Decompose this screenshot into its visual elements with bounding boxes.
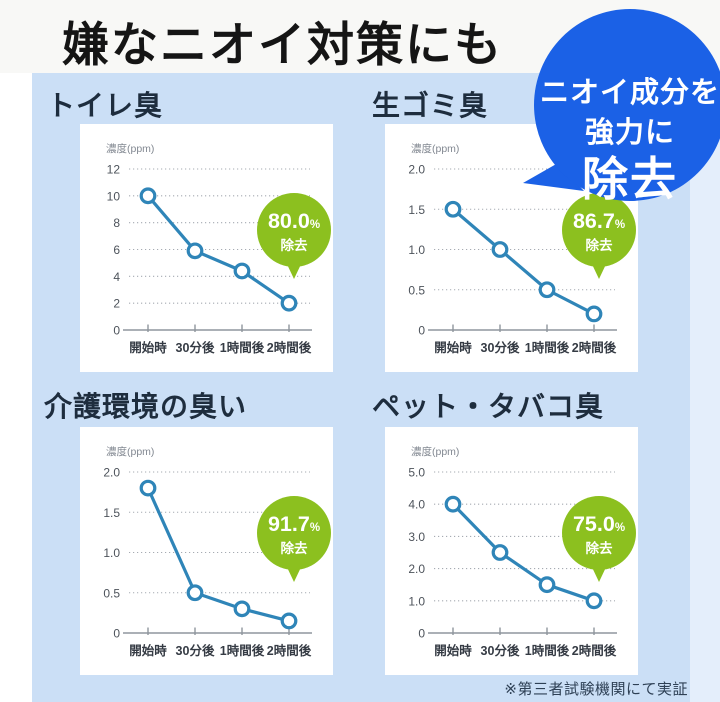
x-tick-label: 30分後 xyxy=(176,643,215,658)
bubble-text-line1: ニオイ成分を xyxy=(540,76,720,109)
data-point-marker xyxy=(186,584,204,602)
y-tick-label: 0 xyxy=(418,324,425,338)
data-point-marker xyxy=(139,479,157,497)
page-title: 嫌なニオイ対策にも xyxy=(62,20,503,72)
removal-percent: 80.0% xyxy=(268,209,320,233)
data-point-marker xyxy=(585,305,603,323)
y-tick-label: 4 xyxy=(113,270,120,284)
data-point-marker xyxy=(491,544,509,561)
x-tick-label: 30分後 xyxy=(481,340,520,355)
data-point-marker xyxy=(444,495,462,513)
y-tick-label: 5.0 xyxy=(408,466,425,480)
y-tick-label: 12 xyxy=(107,163,121,177)
y-tick-label: 1.5 xyxy=(103,506,120,520)
x-tick-label: 2時間後 xyxy=(572,643,617,658)
x-tick-label: 開始時 xyxy=(434,643,472,658)
data-point-marker xyxy=(280,294,298,312)
y-tick-label: 2.0 xyxy=(408,163,425,177)
removal-percent: 86.7% xyxy=(573,209,625,233)
chart-panel-pet-tobacco: 濃度(ppm) 0 1.0 2.0 3.0 4.0 5.0 開始時 30分後 1時間後 2時間後 75… xyxy=(385,427,638,675)
line-chart-svg: 濃度(ppm) 0 2 4 6 8 10 12 開始時 30分後 1時間後 2時間後 80.0% 除去 xyxy=(106,142,331,355)
x-tick-label: 30分後 xyxy=(176,340,215,355)
y-tick-label: 0 xyxy=(113,324,120,338)
x-tick-label: 開始時 xyxy=(129,643,167,658)
data-point-marker xyxy=(280,612,298,630)
chart-panel-toilet: 濃度(ppm) 0 2 4 6 8 10 12 開始時 30分後 1時間後 2時間後 80.0% 除去 xyxy=(80,124,333,372)
data-point-marker xyxy=(538,281,556,299)
y-tick-label: 2.0 xyxy=(103,466,120,480)
chart-title-pet-tobacco: ペット・タバコ臭 xyxy=(372,391,605,422)
y-tick-label: 2.0 xyxy=(408,562,425,576)
y-axis-unit-label: 濃度(ppm) xyxy=(106,142,154,155)
removal-label: 除去 xyxy=(281,540,308,556)
data-point-marker xyxy=(491,241,509,258)
y-tick-label: 1.0 xyxy=(408,243,425,257)
data-point-marker xyxy=(233,600,251,618)
removal-percent: 75.0% xyxy=(573,512,625,536)
y-axis-unit-label: 濃度(ppm) xyxy=(411,142,459,155)
y-tick-label: 10 xyxy=(107,189,121,203)
removal-badge xyxy=(257,193,331,267)
y-tick-label: 0.5 xyxy=(408,283,425,297)
x-tick-label: 1時間後 xyxy=(525,643,570,658)
chart-title-garbage: 生ゴミ臭 xyxy=(372,90,489,121)
x-tick-label: 2時間後 xyxy=(267,340,312,355)
chart-title-toilet: トイレ臭 xyxy=(47,90,164,121)
x-tick-label: 開始時 xyxy=(434,340,472,355)
chart-title-nursing: 介護環境の臭い xyxy=(44,391,248,422)
x-tick-label: 1時間後 xyxy=(220,643,265,658)
data-point-marker xyxy=(139,187,157,205)
y-tick-label: 0 xyxy=(418,627,425,641)
bubble-text-emphasis: 除去 xyxy=(582,153,678,205)
y-tick-label: 1.0 xyxy=(103,546,120,560)
y-tick-label: 1.0 xyxy=(408,594,425,608)
y-tick-label: 1.5 xyxy=(408,203,425,217)
bubble-text-line2: 強力に xyxy=(585,116,675,149)
data-point-marker xyxy=(538,576,556,594)
y-axis-unit-label: 濃度(ppm) xyxy=(106,445,154,458)
footnote: ※第三者試験機関にて実証 xyxy=(504,681,688,698)
data-point-marker xyxy=(585,592,603,610)
y-tick-label: 8 xyxy=(113,216,120,230)
y-tick-label: 0.5 xyxy=(103,586,120,600)
removal-badge xyxy=(257,496,331,570)
speech-bubble-tail xyxy=(523,163,584,191)
data-point-marker xyxy=(186,242,204,260)
y-tick-label: 0 xyxy=(113,627,120,641)
chart-line xyxy=(146,194,291,305)
removal-label: 除去 xyxy=(281,237,308,253)
removal-badge xyxy=(562,496,636,570)
chart-panel-nursing: 濃度(ppm) 0 0.5 1.0 1.5 2.0 開始時 30分後 1時間後 2時間後 91.7%… xyxy=(80,427,333,675)
y-tick-label: 6 xyxy=(113,243,120,257)
line-chart-svg: 濃度(ppm) 0 0.5 1.0 1.5 2.0 開始時 30分後 1時間後 2時間後 86.7%… xyxy=(408,142,636,355)
background-strip xyxy=(690,73,720,702)
speech-bubble: ニオイ成分を 強力に 除去 xyxy=(510,5,720,240)
x-tick-label: 30分後 xyxy=(481,643,520,658)
line-chart-svg: 濃度(ppm) 0 0.5 1.0 1.5 2.0 開始時 30分後 1時間後 2時間後 91.7%… xyxy=(103,445,331,658)
removal-percent: 91.7% xyxy=(268,512,320,536)
chart-line xyxy=(146,486,291,623)
data-point-marker xyxy=(233,262,251,280)
chart-line xyxy=(451,502,596,603)
speech-bubble-svg: ニオイ成分を 強力に 除去 xyxy=(523,9,720,205)
x-tick-label: 開始時 xyxy=(129,340,167,355)
data-point-marker xyxy=(444,200,462,218)
y-axis-unit-label: 濃度(ppm) xyxy=(411,445,459,458)
x-tick-label: 1時間後 xyxy=(525,340,570,355)
speech-bubble-circle xyxy=(534,9,720,201)
x-tick-label: 2時間後 xyxy=(267,643,312,658)
removal-label: 除去 xyxy=(586,540,614,556)
y-tick-label: 3.0 xyxy=(408,530,425,544)
chart-line xyxy=(451,207,596,316)
line-chart-svg: 濃度(ppm) 0 1.0 2.0 3.0 4.0 5.0 開始時 30分後 1時間後 2時間後 75… xyxy=(408,445,636,658)
y-tick-label: 4.0 xyxy=(408,498,425,512)
x-tick-label: 1時間後 xyxy=(220,340,265,355)
removal-badge xyxy=(562,193,636,267)
x-tick-label: 2時間後 xyxy=(572,340,617,355)
removal-label: 除去 xyxy=(586,237,614,253)
y-tick-label: 2 xyxy=(113,297,120,311)
